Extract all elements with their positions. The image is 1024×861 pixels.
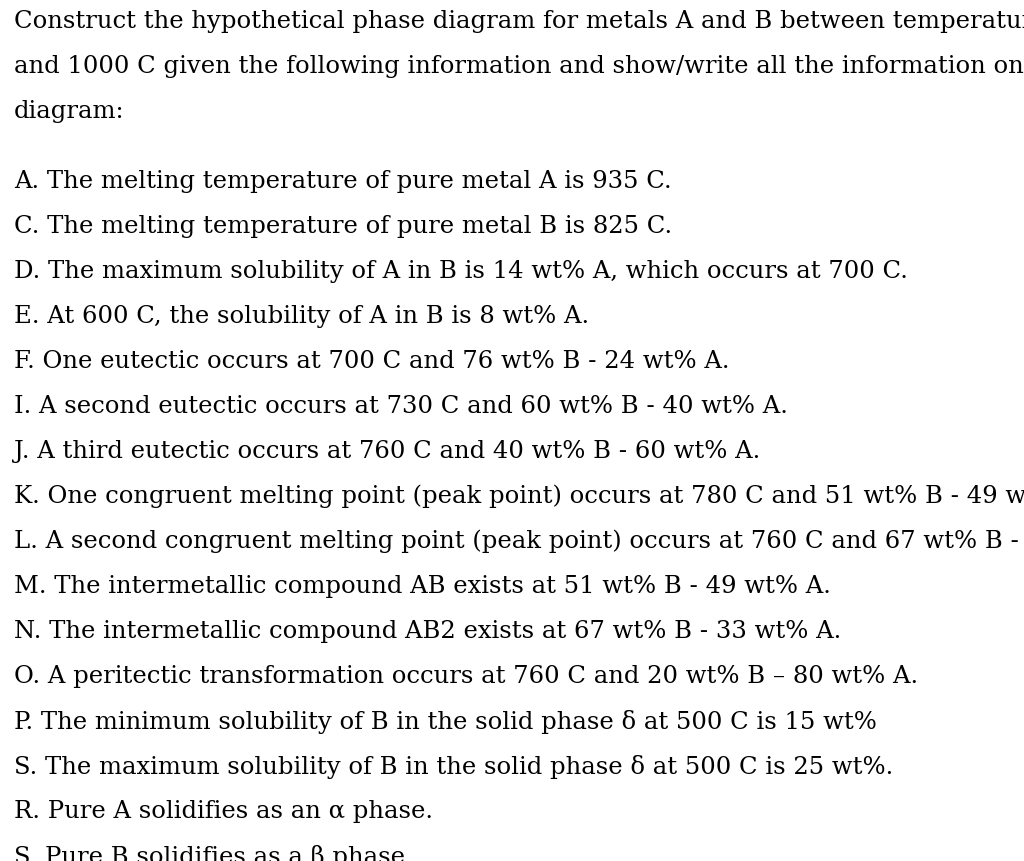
Text: D. The maximum solubility of A in B is 14 wt% A, which occurs at 700 C.: D. The maximum solubility of A in B is 1… — [14, 260, 908, 282]
Text: S. Pure B solidifies as a β phase.: S. Pure B solidifies as a β phase. — [14, 845, 413, 861]
Text: S. The maximum solubility of B in the solid phase δ at 500 C is 25 wt%.: S. The maximum solubility of B in the so… — [14, 755, 893, 778]
Text: L. A second congruent melting point (peak point) occurs at 760 C and 67 wt% B - : L. A second congruent melting point (pea… — [14, 530, 1024, 554]
Text: and 1000 C given the following information and show/write all the information on: and 1000 C given the following informati… — [14, 55, 1024, 78]
Text: C. The melting temperature of pure metal B is 825 C.: C. The melting temperature of pure metal… — [14, 214, 672, 238]
Text: I. A second eutectic occurs at 730 C and 60 wt% B - 40 wt% A.: I. A second eutectic occurs at 730 C and… — [14, 394, 787, 418]
Text: N. The intermetallic compound AB2 exists at 67 wt% B - 33 wt% A.: N. The intermetallic compound AB2 exists… — [14, 620, 842, 643]
Text: Construct the hypothetical phase diagram for metals A and B between temperatures: Construct the hypothetical phase diagram… — [14, 10, 1024, 33]
Text: R. Pure A solidifies as an α phase.: R. Pure A solidifies as an α phase. — [14, 800, 433, 823]
Text: O. A peritectic transformation occurs at 760 C and 20 wt% B – 80 wt% A.: O. A peritectic transformation occurs at… — [14, 665, 919, 688]
Text: A. The melting temperature of pure metal A is 935 C.: A. The melting temperature of pure metal… — [14, 170, 672, 193]
Text: J. A third eutectic occurs at 760 C and 40 wt% B - 60 wt% A.: J. A third eutectic occurs at 760 C and … — [14, 440, 760, 462]
Text: M. The intermetallic compound AB exists at 51 wt% B - 49 wt% A.: M. The intermetallic compound AB exists … — [14, 575, 830, 598]
Text: P. The minimum solubility of B in the solid phase δ at 500 C is 15 wt%: P. The minimum solubility of B in the so… — [14, 709, 877, 734]
Text: K. One congruent melting point (peak point) occurs at 780 C and 51 wt% B - 49 wt: K. One congruent melting point (peak poi… — [14, 485, 1024, 508]
Text: F. One eutectic occurs at 700 C and 76 wt% B - 24 wt% A.: F. One eutectic occurs at 700 C and 76 w… — [14, 350, 729, 373]
Text: diagram:: diagram: — [14, 100, 125, 123]
Text: E. At 600 C, the solubility of A in B is 8 wt% A.: E. At 600 C, the solubility of A in B is… — [14, 305, 589, 328]
